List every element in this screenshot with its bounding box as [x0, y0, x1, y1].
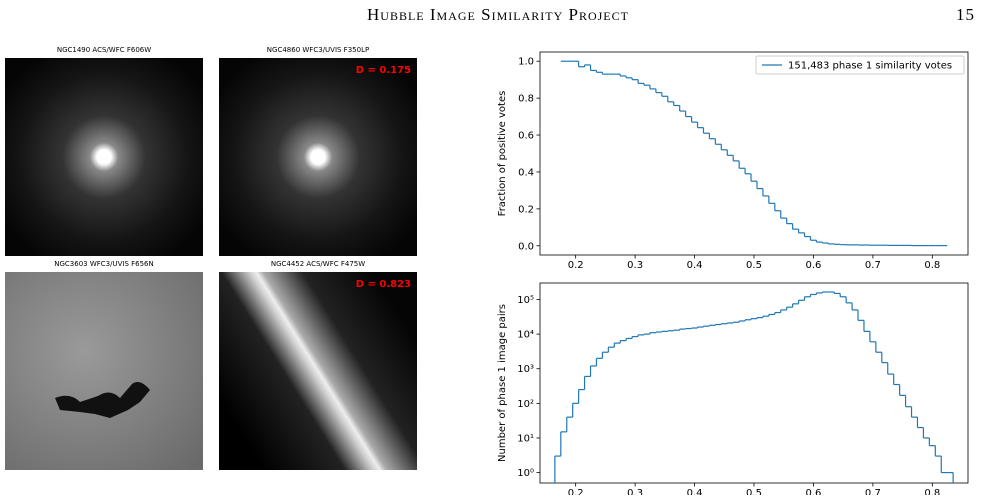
image-caption: NGC1490 ACS/WFC F606W — [57, 46, 151, 54]
image-caption: NGC4452 ACS/WFC F475W — [271, 260, 365, 268]
x-tick-label: 0.7 — [865, 488, 881, 495]
running-title: Hubble Image Similarity Project — [367, 5, 629, 24]
y-tick-label: 10⁴ — [517, 330, 534, 341]
page-number: 15 — [956, 5, 975, 24]
legend-label: 151,483 phase 1 similarity votes — [788, 61, 952, 72]
nebula-image — [5, 272, 203, 470]
y-tick-label: 1.0 — [518, 57, 534, 68]
x-tick-label: 0.2 — [568, 260, 584, 271]
distance-label: D = 0.823 — [356, 279, 411, 290]
y-tick-label: 10² — [517, 399, 534, 410]
dark-cloud — [55, 382, 150, 418]
y-tick-label: 10¹ — [517, 433, 534, 444]
legend-box — [755, 55, 965, 75]
x-tick-label: 0.5 — [746, 260, 762, 271]
x-tick-label: 0.2 — [568, 488, 584, 495]
y-tick-label: 10⁵ — [517, 295, 534, 306]
y-tick-label: 10⁰ — [517, 468, 534, 479]
x-tick-label: 0.3 — [627, 488, 643, 495]
x-tick-label: 0.6 — [805, 488, 821, 495]
x-tick-label: 0.3 — [627, 260, 643, 271]
galaxy-image — [5, 58, 203, 256]
x-tick-label: 0.5 — [746, 488, 762, 495]
image-caption: NGC4860 WFC3/UVIS F350LP — [267, 46, 369, 54]
distance-label: D = 0.175 — [356, 65, 411, 76]
y-tick-label: 10³ — [517, 364, 534, 375]
x-tick-label: 0.4 — [687, 260, 703, 271]
y-tick-label: 0.6 — [518, 131, 534, 142]
y-axis-label: Number of phase 1 image pairs — [497, 304, 508, 462]
axes-frame — [539, 51, 969, 256]
x-tick-label: 0.7 — [865, 260, 881, 271]
y-tick-label: 0.4 — [518, 167, 534, 178]
edge-on-image — [219, 272, 417, 470]
galaxy-image — [219, 58, 417, 256]
x-tick-label: 0.8 — [924, 260, 940, 271]
image-caption: NGC3603 WFC3/UVIS F656N — [54, 260, 154, 268]
y-tick-label: 0.8 — [518, 94, 534, 105]
y-axis-label: Fraction of positive votes — [497, 91, 508, 217]
x-tick-label: 0.4 — [687, 488, 703, 495]
y-tick-label: 0.2 — [518, 204, 534, 215]
y-tick-label: 0.0 — [518, 241, 534, 252]
x-tick-label: 0.6 — [805, 260, 821, 271]
axes-frame — [539, 282, 969, 484]
x-tick-label: 0.8 — [924, 488, 940, 495]
